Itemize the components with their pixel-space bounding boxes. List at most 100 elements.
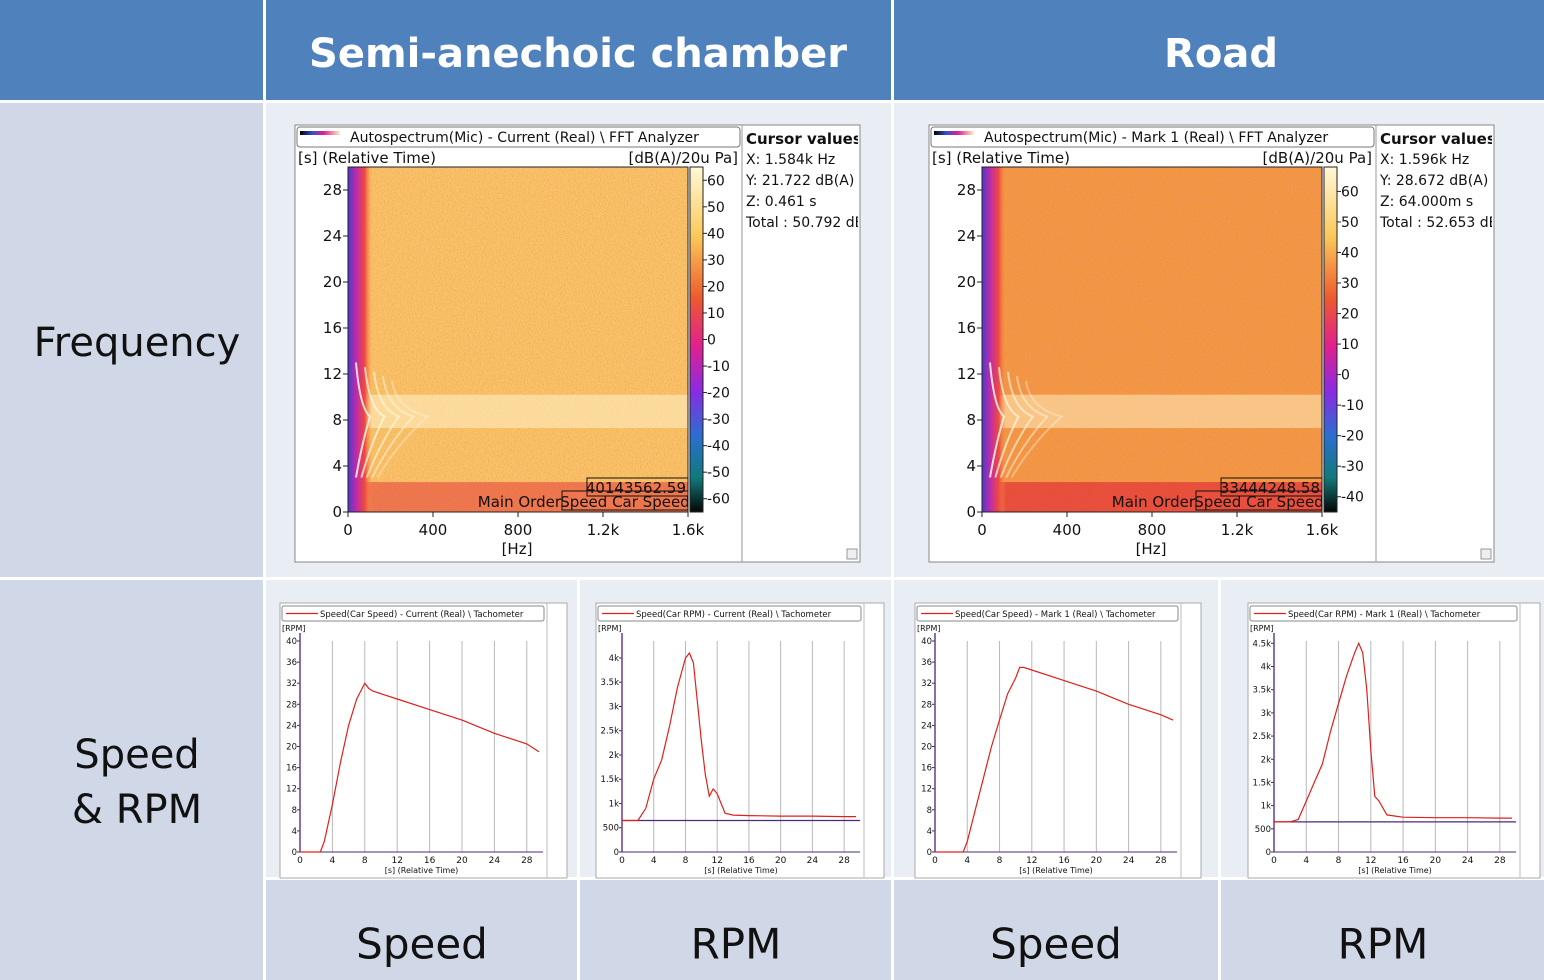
legend-box	[597, 605, 862, 622]
colorbar-tick-label: -20	[1341, 429, 1364, 445]
footer-cell	[580, 880, 891, 980]
y-tick-label: 4	[292, 827, 297, 837]
data-line	[935, 666, 1174, 853]
footer-label: Speed	[356, 920, 488, 969]
y-tick-label: 1.5k	[601, 775, 620, 785]
data-line	[300, 682, 540, 853]
row-header: Speed	[74, 732, 199, 778]
cursor-line: Z: 0.461 s	[746, 194, 817, 210]
colorbar-tick-label: 40	[707, 226, 725, 242]
y-tick-label: 0	[966, 503, 976, 521]
line-chart: [RPM] 0 4 8 12 16 20 24 28 [s] (Relative Time) 0 4 8…	[279, 602, 568, 879]
y-tick-label: 12	[921, 785, 932, 795]
panel-frame	[1247, 602, 1541, 879]
colorbar-tick-label: 60	[1341, 184, 1359, 200]
colorbar-tick-label: 10	[707, 306, 725, 322]
x-tick-label: 28	[838, 856, 850, 866]
column-header: Road	[1164, 31, 1278, 77]
header-cell	[266, 0, 891, 100]
y-tick-label: 0	[332, 503, 342, 521]
footer-cell	[1221, 880, 1544, 980]
y-tick-label: 16	[286, 764, 297, 774]
y-tick-label: 4.5k	[1253, 639, 1272, 649]
x-tick-label: 24	[1462, 856, 1474, 866]
y-tick-label: 500	[603, 824, 619, 834]
y-tick-label: 16	[323, 319, 342, 337]
y-tick-label: 16	[957, 319, 976, 337]
x-tick-label: 24	[807, 856, 819, 866]
colorbar-tick-label: 20	[1341, 307, 1359, 323]
colorbar	[1323, 166, 1338, 513]
x-tick-label: 20	[456, 856, 468, 866]
legend-label: Speed(Car Speed) - Mark 1 (Real) \ Tacho…	[955, 610, 1156, 620]
y-tick-label: 20	[323, 273, 342, 291]
x-axis-label: [s] (Relative Time)	[1358, 866, 1432, 875]
y-tick-label: 0	[1266, 848, 1271, 858]
y-tick-label: 3.5k	[601, 678, 620, 688]
colorbar-tick-label: 20	[707, 279, 725, 295]
x-tick-label: 16	[1397, 856, 1409, 866]
x-tick-label: 4	[964, 856, 970, 866]
y-tick-label: 2k	[609, 751, 619, 761]
y-tick-label: 8	[332, 411, 342, 429]
cursor-line: Total : 50.792 dB(A)	[745, 215, 885, 231]
header-cell	[0, 0, 263, 100]
footer-cell	[266, 880, 577, 980]
legend-box	[916, 605, 1179, 622]
line-chart: [RPM] 0 4 8 12 16 20 24 28 [s] (Relative Time) 0 50…	[595, 602, 885, 879]
y-tick-label: 4k	[609, 654, 619, 664]
y-tick-label: 4	[927, 827, 932, 837]
x-tick-label: 16	[424, 856, 436, 866]
value-box	[1220, 477, 1323, 497]
y-tick-label: 32	[921, 679, 932, 689]
y-tick-label: 24	[957, 227, 976, 245]
x-tick-label: 8	[997, 856, 1003, 866]
y-tick-label: 3k	[609, 702, 619, 712]
y-tick-label: 12	[957, 365, 976, 383]
y-axis-label: [RPM]	[917, 624, 941, 633]
x-tick-label: 400	[1053, 521, 1082, 539]
cursor-line: Z: 64.000m s	[1380, 194, 1473, 210]
y-tick-label: 3.5k	[1253, 686, 1272, 696]
cursor-title: Cursor values	[1380, 130, 1496, 148]
y-tick-label: 20	[921, 743, 932, 753]
y-tick-label: 4	[332, 457, 342, 475]
colorbar-tick-label: -50	[707, 465, 730, 481]
panel-title: Autospectrum(Mic) - Mark 1 (Real) \ FFT …	[984, 130, 1328, 146]
cursor-values: Cursor values X: 1.584k Hz Y: 21.722 dB(A)…	[745, 130, 885, 231]
legend-label: Speed(Car RPM) - Current (Real) \ Tachom…	[636, 610, 832, 620]
y-tick-label: 40	[921, 637, 932, 647]
colorbar	[689, 166, 704, 513]
x-tick-label: 12	[1365, 856, 1376, 866]
harmonic-curve	[999, 371, 1035, 478]
row-header: Frequency	[34, 320, 241, 366]
x-axis-label: [Hz]	[1136, 540, 1167, 558]
harmonic-curve	[1010, 380, 1064, 479]
x-axis-label: [Hz]	[502, 540, 533, 558]
footer-label: RPM	[1338, 920, 1429, 969]
footer-label: RPM	[691, 920, 782, 969]
y-tick-label: 24	[323, 227, 342, 245]
spectrogram-speckle	[982, 167, 1322, 512]
x-axis-label: [s] (Relative Time)	[385, 866, 459, 875]
y-tick-label: 36	[286, 658, 297, 668]
harmonic-curve	[989, 362, 1006, 478]
column-header: Semi-anechoic chamber	[309, 31, 847, 77]
legend-box	[1249, 605, 1518, 622]
harmonic-curve	[355, 362, 372, 478]
x-tick-label: 1.6k	[672, 521, 705, 539]
x-tick-label: 400	[419, 521, 448, 539]
x-tick-label: 20	[1091, 856, 1103, 866]
harmonic-curve	[376, 380, 430, 479]
harmonic-curve	[994, 367, 1020, 478]
colorbar-tick-label: 50	[707, 200, 725, 216]
cursor-line: Y: 21.722 dB(A)	[745, 173, 854, 189]
x-tick-label: 16	[1058, 856, 1070, 866]
y-tick-label: 1.5k	[1253, 778, 1272, 788]
x-tick-label: 4	[330, 856, 336, 866]
scroll-button	[1480, 548, 1492, 560]
y-tick-label: 0	[614, 848, 619, 858]
order-box	[561, 490, 689, 511]
colorbar-tick-label: -10	[707, 359, 730, 375]
y-axis-label: [RPM]	[1250, 624, 1274, 633]
